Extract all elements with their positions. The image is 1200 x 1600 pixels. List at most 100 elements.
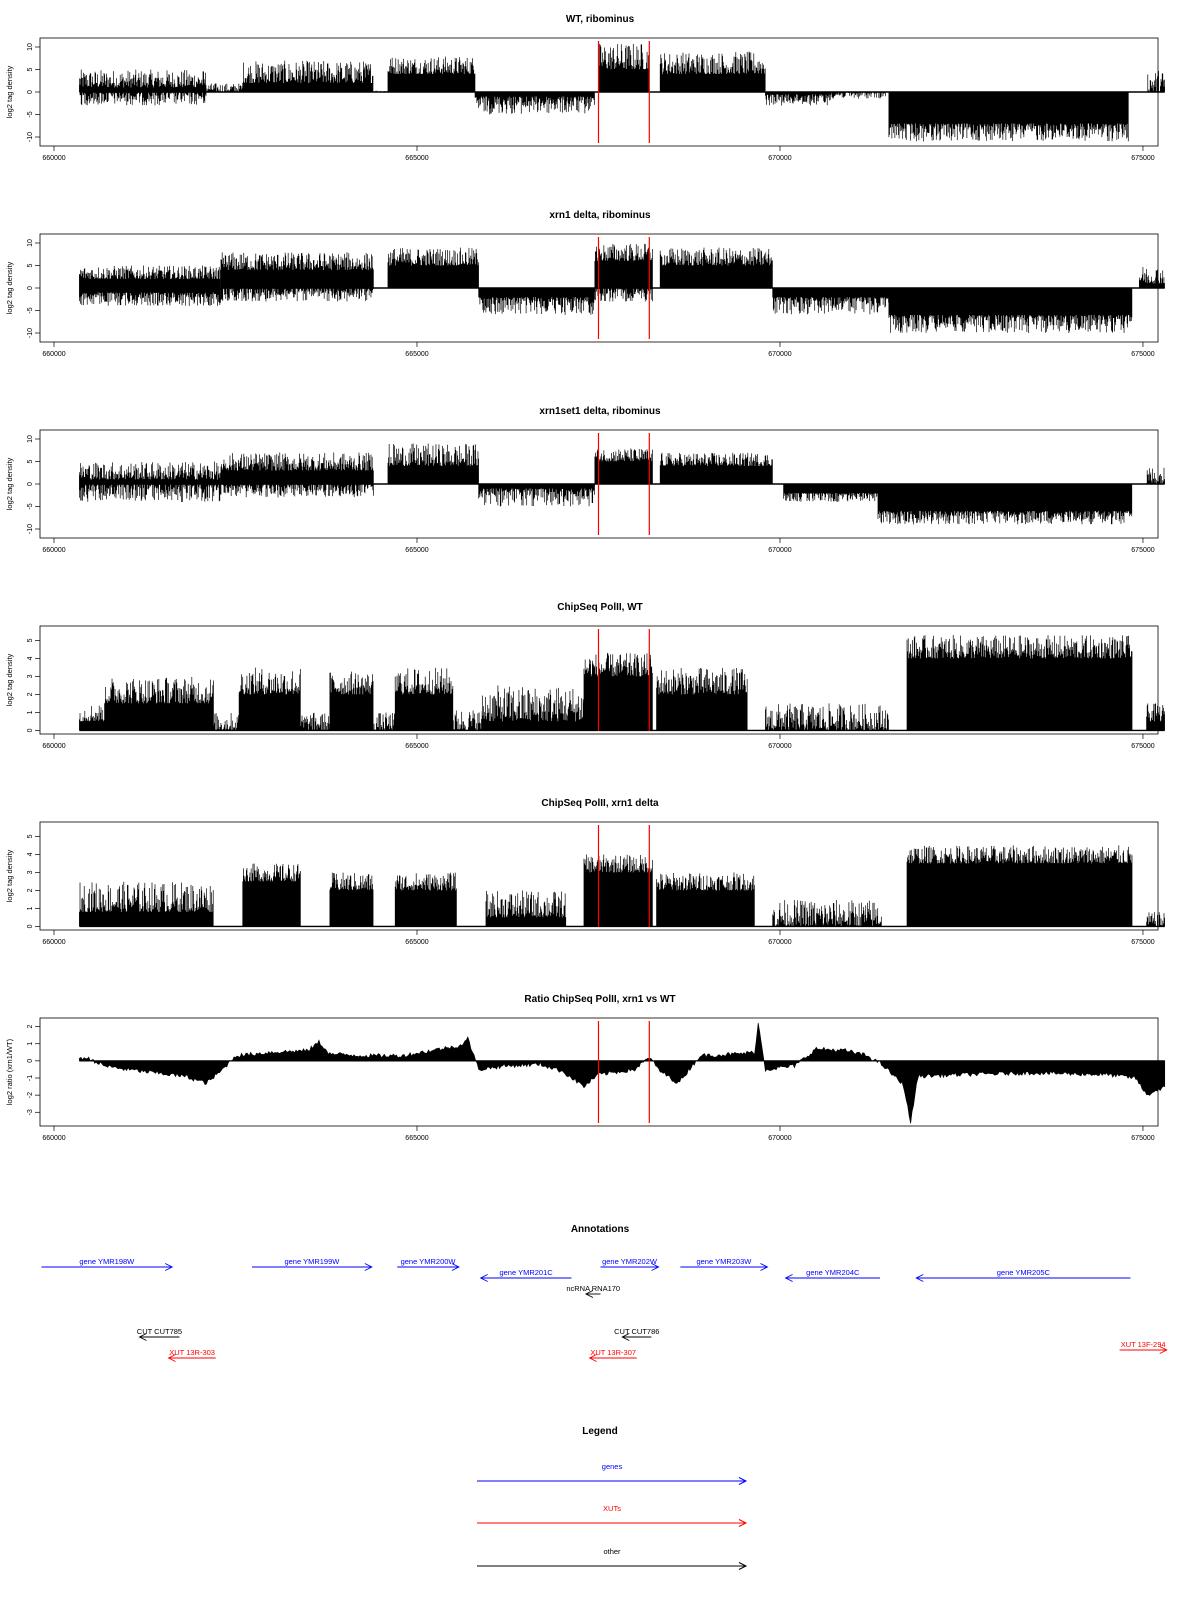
signal-bar-region [594,288,653,302]
signal-bar-region [1146,70,1165,92]
y-tick-label: -10 [27,132,34,142]
signal-bar-region [329,671,374,731]
chart-title: WT, ribominus [566,14,635,25]
signal-bar-region [79,265,221,288]
x-tick-label: 665000 [405,155,428,162]
y-tick-label: -5 [27,503,34,509]
signal-bar-region [877,484,1133,525]
y-axis-label: log2 ratio (xrn1/WT) [5,1038,14,1105]
y-tick-label: 2 [27,692,34,696]
y-tick-label: 0 [27,482,34,486]
y-tick-label: -10 [27,524,34,534]
y-axis-label: log2 tag density [5,65,14,118]
x-tick-label: 670000 [768,547,791,554]
y-tick-label: 0 [27,90,34,94]
y-tick-label: 1 [27,1042,34,1046]
signal-bar-region [659,452,773,484]
signal-bar-region [481,685,585,731]
y-tick-label: 5 [27,67,34,71]
x-tick-label: 675000 [1131,743,1154,750]
y-tick-label: 4 [27,656,34,660]
arrowhead-icon [164,1263,174,1271]
signal-bar-region [238,667,301,731]
signal-bar-region [452,710,483,731]
x-tick-label: 660000 [42,155,65,162]
arrowhead-icon [784,1274,793,1282]
signal-bar-region [79,461,221,484]
signal-bar-region [1146,467,1165,484]
chart-title: xrn1set1 delta, ribominus [539,406,661,417]
arrowhead-icon [738,1562,748,1570]
y-tick-label: 1 [27,906,34,910]
signal-bar-region [485,890,567,927]
legend-label: genes [602,1462,623,1471]
x-tick-label: 665000 [405,1135,428,1142]
arrowhead-icon [651,1263,660,1271]
arrowhead-icon [738,1477,748,1485]
ratio-area [79,1022,1166,1124]
annotation-label: ncRNA RNA170 [566,1284,620,1293]
x-tick-label: 665000 [405,547,428,554]
legend-label: XUTs [603,1504,621,1513]
y-axis-label: log2 tag density [5,457,14,510]
arrowhead-icon [364,1263,373,1271]
x-tick-label: 675000 [1131,1135,1154,1142]
signal-bar-region [1146,912,1165,927]
signal-bars [79,243,1165,333]
annotation-label: gene YMR204C [806,1268,860,1277]
signal-bar-region [79,288,221,306]
y-tick-label: 10 [27,239,34,247]
signal-bar-region [79,92,207,106]
signal-bar-region [394,667,454,731]
signal-bar-region [394,872,457,927]
y-tick-label: 10 [27,435,34,443]
signal-bar-region [213,713,240,731]
signal-bar-region [79,484,221,502]
arrowhead-icon [584,1290,594,1298]
x-tick-label: 660000 [42,547,65,554]
signal-bar-region [474,92,595,115]
x-tick-label: 675000 [1131,939,1154,946]
annotation-label: XUT 13F-294 [1121,1340,1166,1349]
y-tick-label: 3 [27,870,34,874]
annotation-label: CUT CUT786 [614,1327,659,1336]
arrowhead-icon [738,1519,748,1527]
chart-title: Ratio ChipSeq PolII, xrn1 vs WT [524,994,675,1005]
y-tick-label: -3 [27,1109,34,1115]
signal-bar-region [772,288,889,315]
x-tick-label: 670000 [768,743,791,750]
x-tick-label: 665000 [405,939,428,946]
y-tick-label: -5 [27,111,34,117]
y-axis-label: log2 tag density [5,261,14,314]
annotations-title: Annotations [571,1224,630,1235]
signal-bar-region [79,881,214,927]
y-tick-label: 5 [27,638,34,642]
signal-bar-region [478,484,595,507]
y-tick-label: 5 [27,263,34,267]
x-tick-label: 670000 [768,155,791,162]
x-tick-label: 660000 [42,939,65,946]
arrowhead-icon [138,1333,147,1341]
x-tick-label: 670000 [768,1135,791,1142]
signal-bar-region [220,452,374,484]
signal-bar-region [659,247,773,288]
signal-bar-region [906,635,1133,731]
signal-bar-region [888,288,1133,333]
legend-panel: Legend genes XUTs other [477,1426,748,1570]
signal-bar-region [656,667,748,731]
signal-bar-region [1146,703,1165,731]
annotation-label: gene YMR202W [602,1257,658,1266]
y-tick-label: 2 [27,888,34,892]
signal-bar-region [79,69,207,92]
signal-bar-region [598,43,650,92]
signal-bar-region [765,703,889,731]
signal-bar-region [1138,267,1165,288]
plot-frame [39,821,1159,931]
signal-bar-region [583,653,653,731]
y-tick-label: 0 [27,924,34,928]
arrowhead-icon [479,1274,488,1282]
annotation-label: gene YMR199W [284,1257,340,1266]
chart-panel: ChipSeq PolII, WT log2 tag density 5 4 3 2 1 0 6… [5,602,1165,750]
signal-bar-region [659,51,766,92]
signal-bar-region [478,288,595,315]
